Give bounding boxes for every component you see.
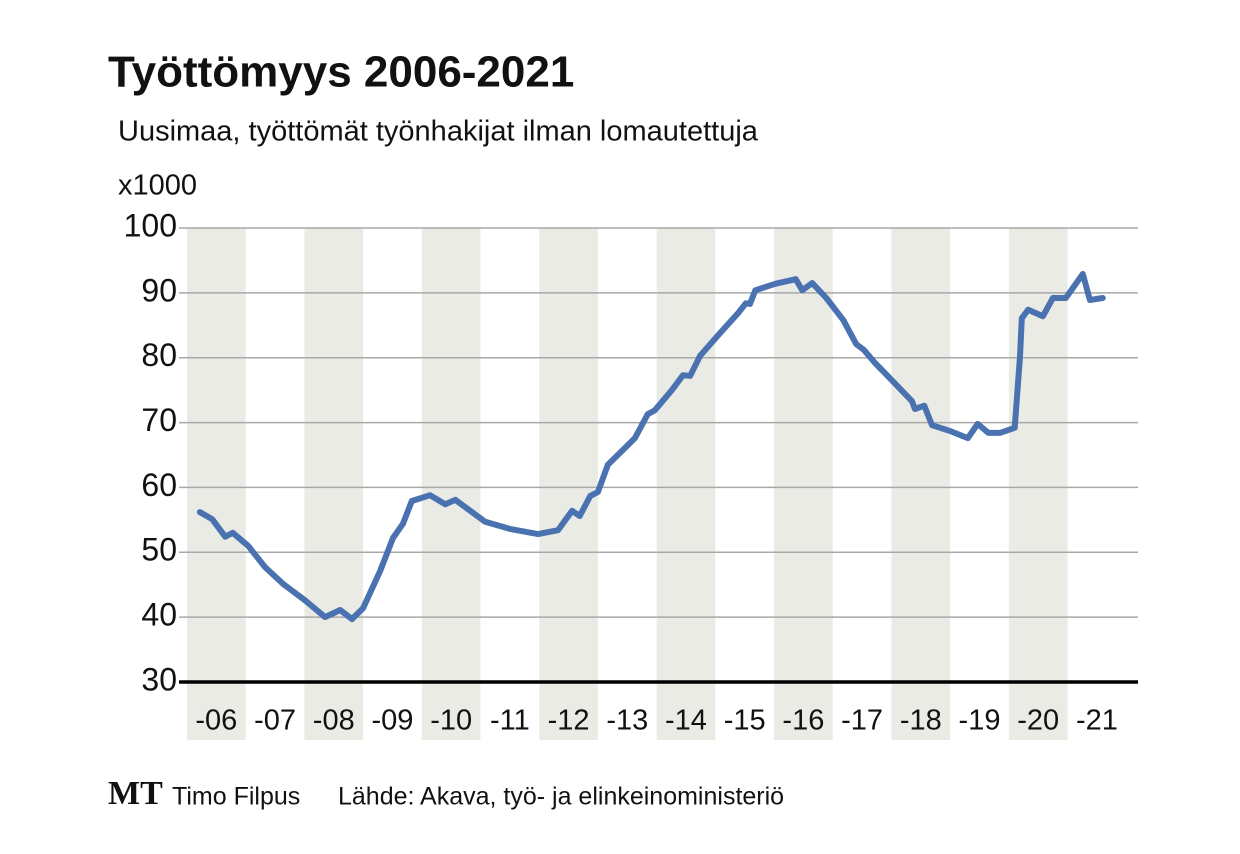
x-tick-label: -19	[959, 705, 1001, 737]
x-tick-label: -10	[430, 705, 472, 737]
x-tick-label: -18	[900, 705, 942, 737]
x-tick-label: -07	[254, 705, 296, 737]
source: Lähde: Akava, työ- ja elinkeinoministeri…	[338, 783, 784, 811]
year-band	[1008, 228, 1068, 740]
x-tick-label: -21	[1076, 705, 1118, 737]
x-tick-label: -13	[606, 705, 648, 737]
year-band	[421, 228, 481, 740]
y-tick-label: 70	[141, 402, 177, 438]
data-line	[196, 271, 1106, 623]
y-unit: x1000	[118, 170, 197, 202]
x-tick-label: -06	[195, 705, 237, 737]
year-band	[891, 228, 951, 740]
y-tick-label: 30	[141, 661, 177, 697]
y-tick-label: 60	[141, 467, 177, 503]
x-tick-label: -09	[372, 705, 414, 737]
x-tick-label: -16	[782, 705, 824, 737]
chart-subtitle: Uusimaa, työttömät työnhakijat ilman lom…	[118, 116, 759, 148]
x-tick-label: -15	[724, 705, 766, 737]
year-band	[539, 228, 598, 740]
year-band	[656, 228, 716, 740]
y-tick-label: 80	[141, 337, 177, 373]
x-tick-label: -11	[490, 705, 530, 737]
chart-title: Työttömyys 2006-2021	[108, 48, 574, 97]
y-tick-label: 100	[124, 207, 177, 243]
year-band	[774, 228, 833, 740]
year-band	[304, 228, 364, 740]
y-tick-label: 40	[141, 597, 177, 633]
logo: MT	[108, 775, 163, 812]
x-tick-label: -17	[841, 705, 883, 737]
x-tick-label: -08	[313, 705, 355, 737]
y-tick-label: 90	[141, 272, 177, 308]
y-tick-label: 50	[141, 532, 177, 568]
x-tick-label: -20	[1017, 705, 1059, 737]
author: Timo Filpus	[172, 783, 300, 811]
year-band	[187, 228, 246, 740]
x-tick-label: -12	[548, 705, 590, 737]
x-tick-label: -14	[665, 705, 707, 737]
